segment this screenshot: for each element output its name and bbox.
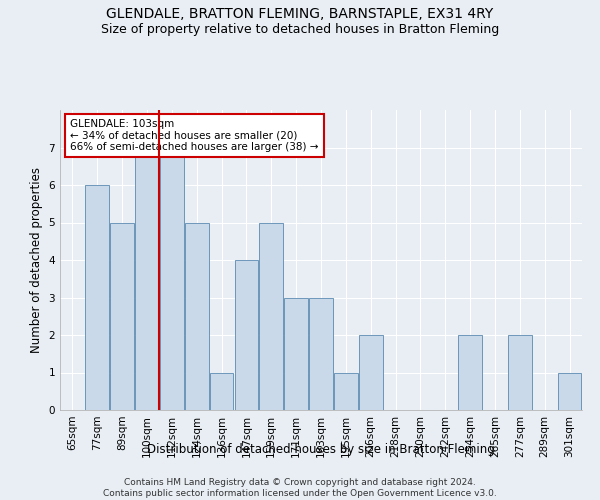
Bar	[359, 335, 383, 410]
Bar	[110, 222, 134, 410]
Text: Size of property relative to detached houses in Bratton Fleming: Size of property relative to detached ho…	[101, 22, 499, 36]
Bar	[309, 298, 333, 410]
Bar	[85, 185, 109, 410]
Bar	[135, 148, 159, 410]
Bar	[508, 335, 532, 410]
Bar	[210, 372, 233, 410]
Text: Distribution of detached houses by size in Bratton Fleming: Distribution of detached houses by size …	[147, 442, 495, 456]
Bar	[458, 335, 482, 410]
Text: GLENDALE, BRATTON FLEMING, BARNSTAPLE, EX31 4RY: GLENDALE, BRATTON FLEMING, BARNSTAPLE, E…	[106, 8, 494, 22]
Bar	[235, 260, 258, 410]
Text: Contains HM Land Registry data © Crown copyright and database right 2024.
Contai: Contains HM Land Registry data © Crown c…	[103, 478, 497, 498]
Y-axis label: Number of detached properties: Number of detached properties	[30, 167, 43, 353]
Bar	[160, 148, 184, 410]
Bar	[259, 222, 283, 410]
Bar	[334, 372, 358, 410]
Text: GLENDALE: 103sqm
← 34% of detached houses are smaller (20)
66% of semi-detached : GLENDALE: 103sqm ← 34% of detached house…	[70, 119, 319, 152]
Bar	[558, 372, 581, 410]
Bar	[185, 222, 209, 410]
Bar	[284, 298, 308, 410]
